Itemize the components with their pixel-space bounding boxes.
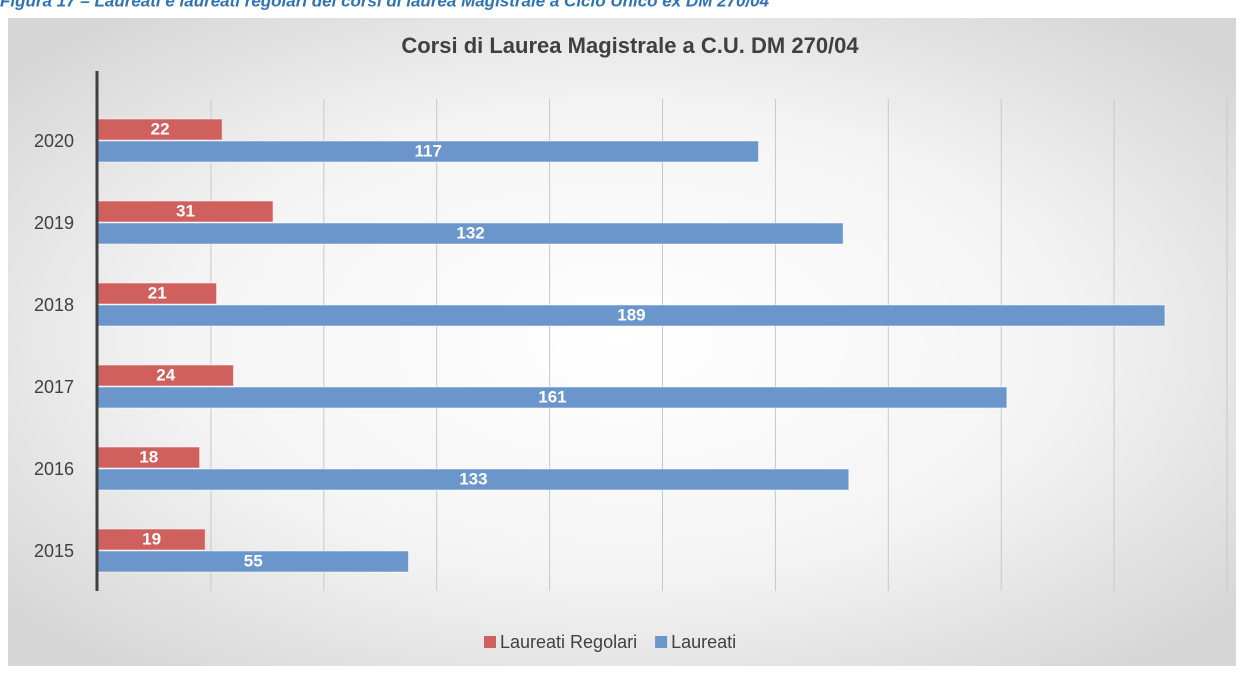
legend-label: Laureati Regolari [500, 632, 637, 652]
y-tick-label: 2015 [34, 541, 74, 561]
data-label: 24 [156, 365, 175, 384]
legend-label: Laureati [671, 632, 736, 652]
y-tick-label: 2019 [34, 213, 74, 233]
data-label: 189 [617, 305, 645, 324]
caption: Figura 17 – Laureati e laureati regolari… [0, 0, 770, 10]
data-label: 22 [151, 119, 170, 138]
data-label: 133 [459, 469, 487, 488]
data-label: 161 [538, 387, 566, 406]
data-label: 55 [244, 551, 263, 570]
y-tick-label: 2017 [34, 377, 74, 397]
data-label: 19 [142, 529, 161, 548]
legend-swatch [484, 636, 496, 648]
legend-swatch [655, 636, 668, 648]
data-label: 132 [456, 223, 484, 242]
y-tick-label: 2018 [34, 295, 74, 315]
data-label: 21 [148, 283, 167, 302]
data-label: 18 [139, 447, 158, 466]
data-label: 31 [176, 201, 195, 220]
chart-title: Corsi di Laurea Magistrale a C.U. DM 270… [401, 33, 859, 58]
y-tick-label: 2020 [34, 131, 74, 151]
y-tick-label: 2016 [34, 459, 74, 479]
data-label: 117 [415, 141, 442, 160]
